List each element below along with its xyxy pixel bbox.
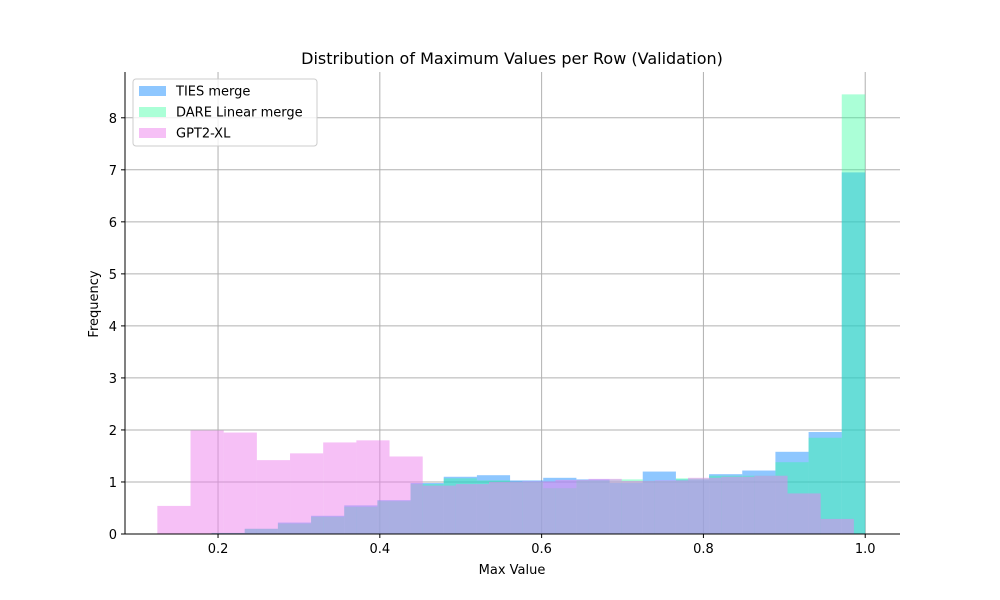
y-axis-label: Frequency <box>87 270 102 337</box>
histogram-bar <box>588 478 622 534</box>
histogram-bar <box>157 505 191 534</box>
series-2 <box>157 430 854 534</box>
histogram-bar <box>754 475 788 534</box>
histogram-bar <box>721 476 755 534</box>
legend-box <box>132 78 318 147</box>
histogram-bar <box>223 432 257 534</box>
histogram-bar <box>323 442 357 534</box>
ticks: 0.2 0.4 0.6 0.8 1.0 0 1 2 3 4 5 6 7 8 <box>109 112 876 557</box>
histogram-bar <box>422 485 456 534</box>
x-tick-label: 1.0 <box>855 542 876 557</box>
legend-swatch <box>139 86 166 96</box>
y-tick-label: 4 <box>109 320 117 335</box>
histogram-bar <box>621 480 655 534</box>
x-tick-label: 0.8 <box>693 542 714 557</box>
histogram-bar <box>389 456 423 534</box>
y-tick-label: 5 <box>109 268 117 283</box>
bars <box>157 94 866 535</box>
histogram-bar <box>787 493 821 534</box>
histogram-bar <box>688 477 722 534</box>
histogram-bar <box>356 440 390 534</box>
histogram-bar <box>190 430 224 534</box>
legend-label: GPT2-XL <box>176 127 231 142</box>
legend-swatch <box>139 128 166 138</box>
x-tick-label: 0.4 <box>369 542 390 557</box>
histogram-bar <box>522 481 556 534</box>
histogram-bar <box>256 460 291 534</box>
y-tick-label: 1 <box>109 476 117 491</box>
y-tick-label: 6 <box>109 216 117 231</box>
y-tick-label: 3 <box>109 372 117 387</box>
axes <box>124 72 900 535</box>
histogram-bar <box>820 518 854 534</box>
histogram-bar <box>455 484 490 534</box>
histogram-bar <box>654 480 689 534</box>
histogram-bar <box>555 479 589 534</box>
x-tick-label: 0.2 <box>208 542 229 557</box>
x-axis-label: Max Value <box>479 563 546 578</box>
legend-label: TIES merge <box>175 85 250 100</box>
histogram-bar <box>290 453 324 534</box>
y-tick-label: 0 <box>109 528 117 543</box>
legend-swatch <box>139 107 166 117</box>
histogram-bar <box>841 172 866 534</box>
legend-label: DARE Linear merge <box>176 106 303 121</box>
x-tick-label: 0.6 <box>531 542 552 557</box>
y-tick-label: 8 <box>109 112 117 127</box>
histogram-bar <box>841 94 866 535</box>
y-tick-label: 7 <box>109 164 117 179</box>
chart-title: Distribution of Maximum Values per Row (… <box>301 49 723 68</box>
y-tick-label: 2 <box>109 424 117 439</box>
legend: TIES merge DARE Linear merge GPT2-XL <box>132 78 318 147</box>
histogram-bar <box>489 481 523 534</box>
